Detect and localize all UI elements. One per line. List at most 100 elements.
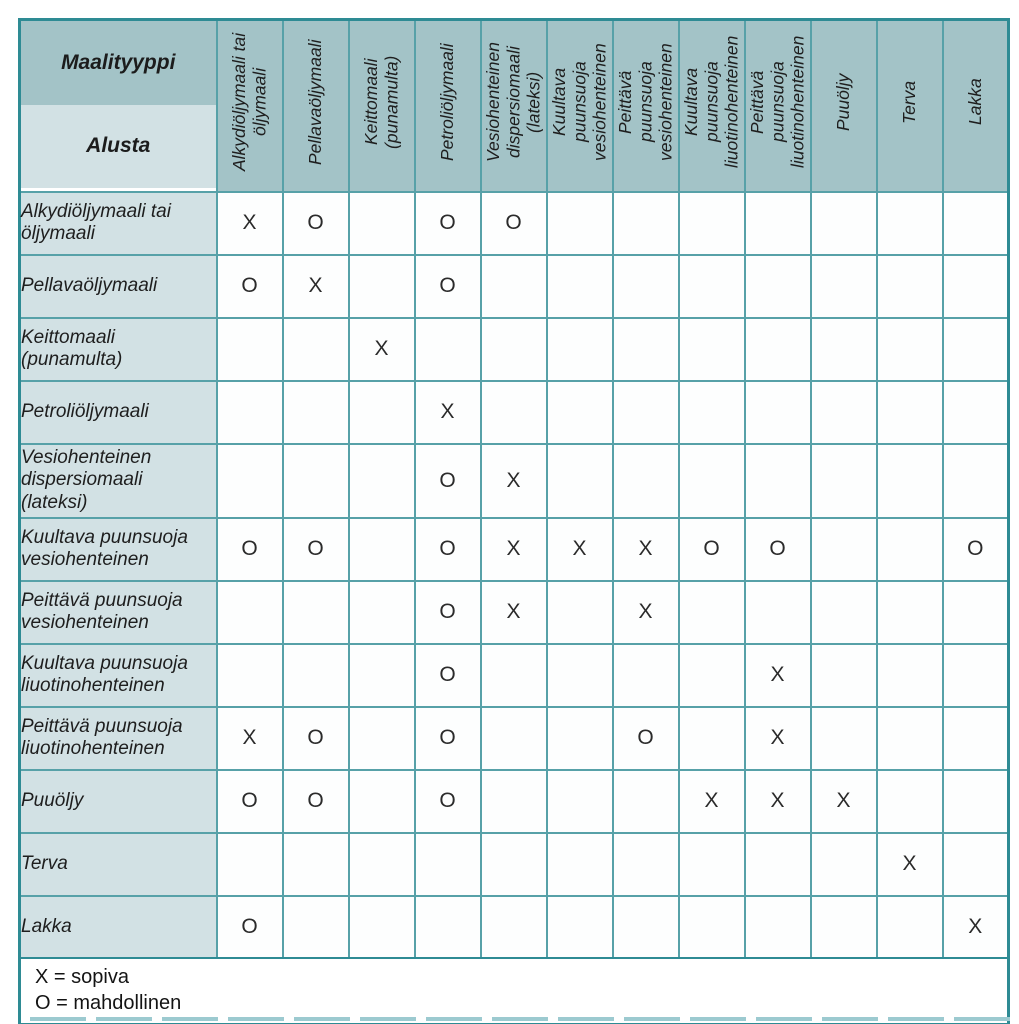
row-label: Keittomaali (punamulta) — [18, 316, 218, 382]
matrix-cell: O — [611, 705, 680, 771]
matrix-cell — [281, 379, 350, 445]
matrix-cell — [479, 705, 548, 771]
matrix-cell — [743, 379, 812, 445]
matrix-cell: O — [215, 516, 284, 582]
matrix-cell — [281, 642, 350, 708]
matrix-cell — [215, 442, 284, 519]
matrix-cell: O — [215, 894, 284, 960]
matrix-cell — [413, 894, 482, 960]
matrix-cell: O — [743, 516, 812, 582]
matrix-cell — [611, 253, 680, 319]
matrix-cell — [809, 831, 878, 897]
header-row: Maalityyppi Alusta Alkydiöljymaali tai ö… — [18, 18, 1010, 193]
matrix-cell: X — [479, 579, 548, 645]
matrix-cell: O — [413, 579, 482, 645]
table-row: Kuultava puunsuoja vesiohenteinen O O O X X X O… — [18, 516, 1010, 582]
column-header-label: Peittävä puunsuoja vesiohenteinen — [615, 42, 676, 161]
matrix-cell — [545, 190, 614, 256]
matrix-cell — [809, 642, 878, 708]
row-label: Terva — [18, 831, 218, 897]
matrix-cell — [677, 894, 746, 960]
matrix-cell: O — [215, 253, 284, 319]
paint-compatibility-table-wrap: Maalityyppi Alusta Alkydiöljymaali tai ö… — [18, 18, 1010, 1024]
matrix-cell: O — [281, 516, 350, 582]
legend-o-meaning: O = mahdollinen — [35, 992, 182, 1014]
matrix-cell: O — [941, 516, 1010, 582]
column-header: Kuultava puunsuoja liuotinohenteinen — [677, 18, 746, 193]
legend-box: X = sopiva O = mahdollinen — [18, 959, 1010, 1024]
matrix-cell — [743, 442, 812, 519]
matrix-cell: O — [479, 190, 548, 256]
row-label: Vesiohenteinen dispersiomaali (lateksi) — [18, 442, 218, 519]
matrix-cell: O — [677, 516, 746, 582]
matrix-cell — [941, 190, 1010, 256]
matrix-cell: X — [875, 831, 944, 897]
column-header-label: Kuultava puunsuoja vesiohenteinen — [549, 42, 610, 161]
matrix-cell — [875, 516, 944, 582]
matrix-cell — [941, 831, 1010, 897]
matrix-cell: O — [413, 253, 482, 319]
matrix-cell — [611, 642, 680, 708]
matrix-cell — [545, 379, 614, 445]
column-header-label: Petroliöljymaali — [437, 42, 458, 161]
matrix-cell — [479, 253, 548, 319]
matrix-cell — [677, 442, 746, 519]
matrix-cell — [611, 379, 680, 445]
column-header: Terva — [875, 18, 944, 193]
matrix-cell: X — [743, 705, 812, 771]
matrix-cell: O — [413, 442, 482, 519]
matrix-cell — [941, 379, 1010, 445]
matrix-cell: O — [413, 516, 482, 582]
row-label: Kuultava puunsuoja vesiohenteinen — [18, 516, 218, 582]
matrix-cell: X — [611, 516, 680, 582]
matrix-cell — [743, 190, 812, 256]
matrix-cell: X — [743, 768, 812, 834]
matrix-cell — [875, 442, 944, 519]
matrix-cell: X — [743, 642, 812, 708]
column-header: Kuultava puunsuoja vesiohenteinen — [545, 18, 614, 193]
matrix-cell — [611, 768, 680, 834]
row-label: Peittävä puunsuoja liuotinohenteinen — [18, 705, 218, 771]
column-header-label: Alkydiöljymaali tai öljymaali — [229, 32, 270, 171]
row-label: Peittävä puunsuoja vesiohenteinen — [18, 579, 218, 645]
table-body: Alkydiöljymaali tai öljymaali X O O O Pellava… — [18, 190, 1010, 960]
column-header-label: Lakka — [965, 78, 986, 125]
matrix-cell — [677, 705, 746, 771]
corner-header-inner: Maalityyppi Alusta — [21, 21, 216, 188]
matrix-cell: O — [281, 190, 350, 256]
matrix-cell — [875, 253, 944, 319]
matrix-cell — [545, 831, 614, 897]
matrix-cell: X — [545, 516, 614, 582]
matrix-cell — [215, 642, 284, 708]
row-label: Lakka — [18, 894, 218, 960]
matrix-cell — [545, 705, 614, 771]
matrix-cell — [677, 831, 746, 897]
column-header-label: Terva — [899, 79, 920, 124]
matrix-cell — [215, 379, 284, 445]
matrix-cell: X — [809, 768, 878, 834]
table-row: Alkydiöljymaali tai öljymaali X O O O — [18, 190, 1010, 256]
table-row: Vesiohenteinen dispersiomaali (lateksi) O… — [18, 442, 1010, 519]
matrix-cell: O — [413, 190, 482, 256]
matrix-cell: X — [281, 253, 350, 319]
alusta-label: Alusta — [21, 104, 216, 188]
matrix-cell — [347, 831, 416, 897]
matrix-cell — [281, 831, 350, 897]
column-header: Alkydiöljymaali tai öljymaali — [215, 18, 284, 193]
matrix-cell: O — [281, 705, 350, 771]
column-header: Lakka — [941, 18, 1010, 193]
matrix-cell: X — [413, 379, 482, 445]
matrix-cell — [677, 379, 746, 445]
corner-header: Maalityyppi Alusta — [18, 18, 218, 193]
table-row: Terva X — [18, 831, 1010, 897]
matrix-cell — [347, 379, 416, 445]
matrix-cell — [215, 831, 284, 897]
column-header-label: Puuöljy — [833, 72, 854, 131]
matrix-cell — [677, 253, 746, 319]
matrix-cell — [677, 579, 746, 645]
row-label: Petroliöljymaali — [18, 379, 218, 445]
matrix-cell — [743, 894, 812, 960]
matrix-cell — [413, 316, 482, 382]
matrix-cell — [545, 579, 614, 645]
